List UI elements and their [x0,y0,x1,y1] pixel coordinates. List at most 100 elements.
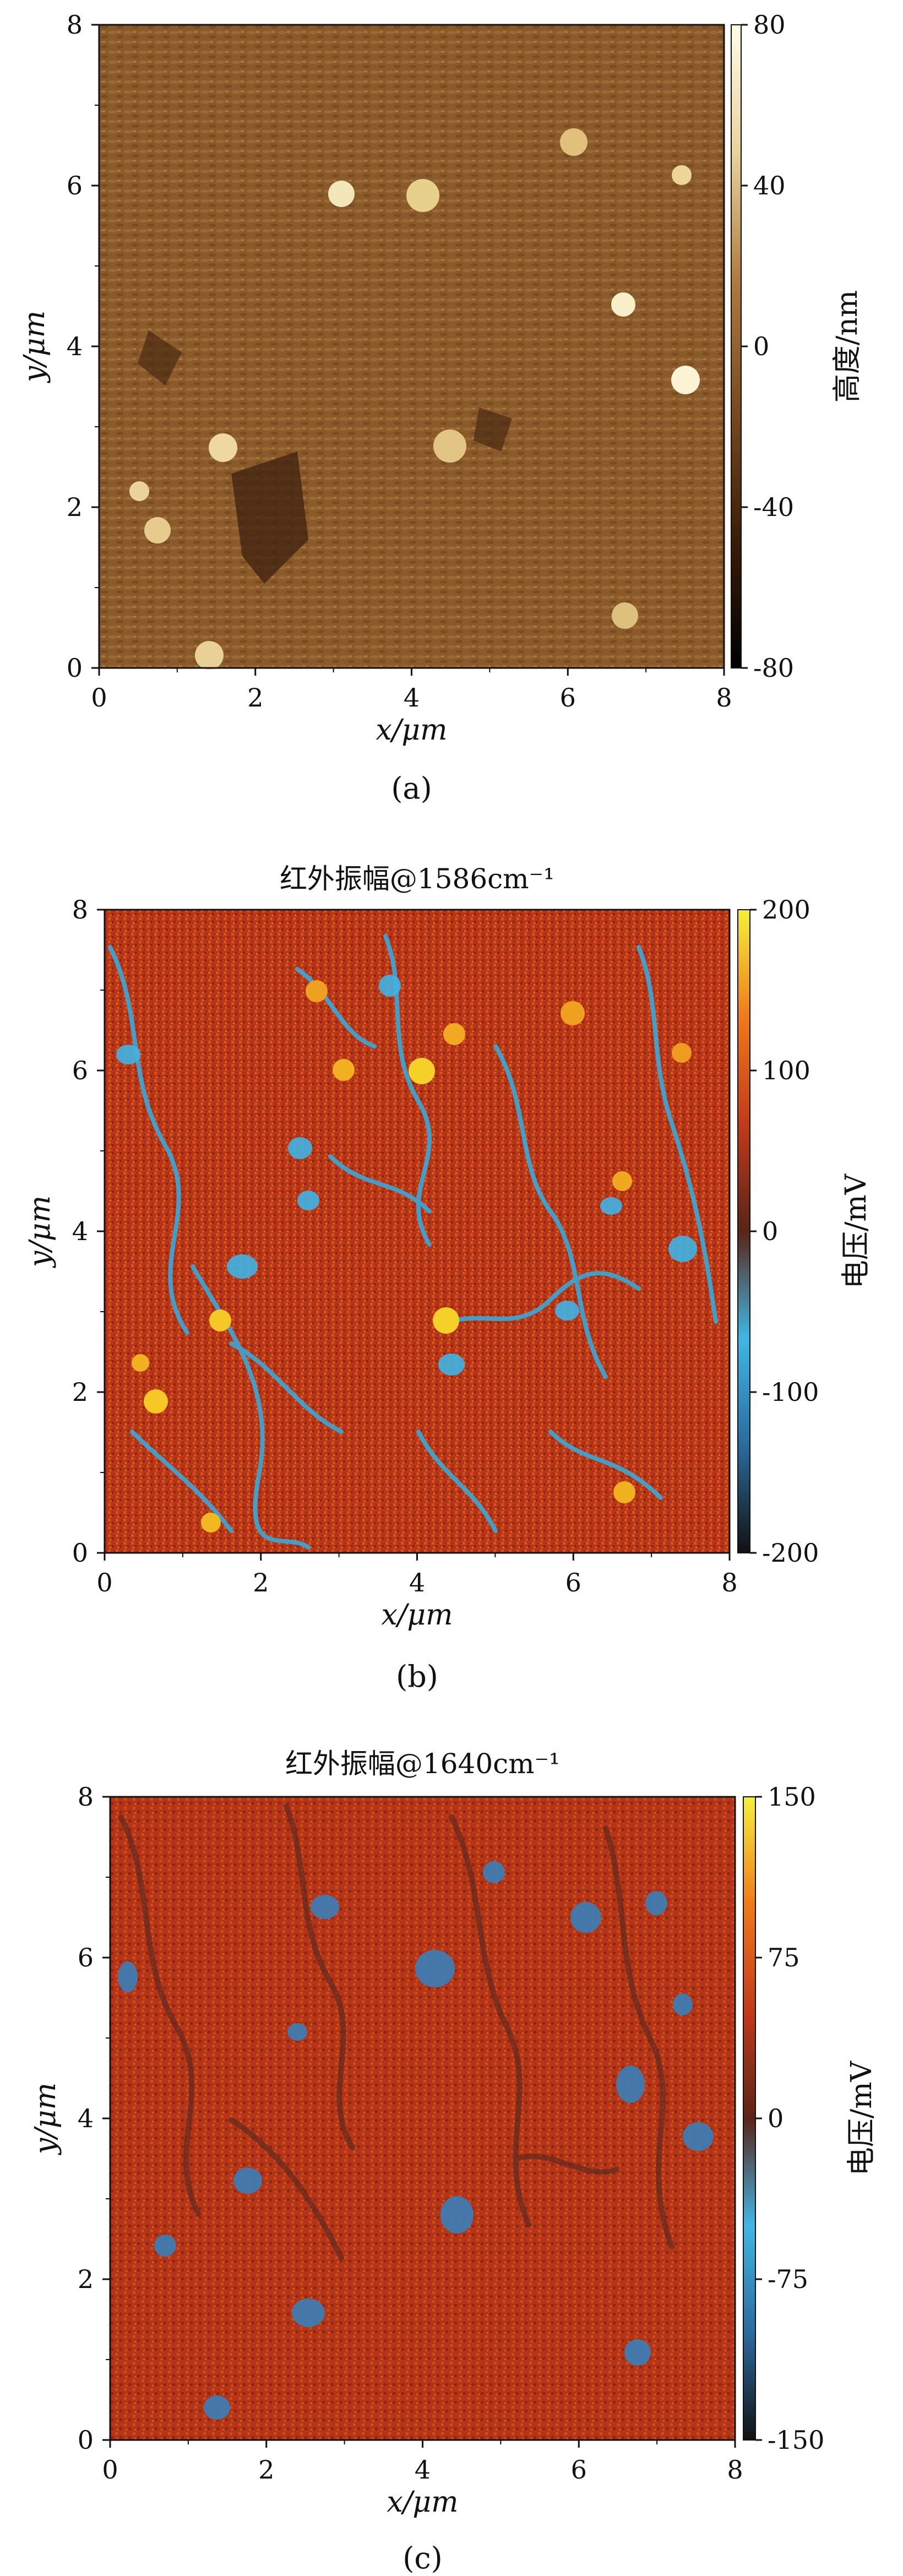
hot-spot [561,1001,585,1025]
colorbar-tick-label: -80 [753,653,794,683]
x-tick-label: 8 [721,1568,737,1597]
colorbar-tick-label: -75 [768,2264,808,2294]
hot-spot [201,1513,221,1532]
bright-particle [195,641,224,670]
x-tick-label: 6 [565,1568,581,1597]
y-tick-label: 2 [78,2264,94,2294]
blue-domain [311,1895,339,1919]
hot-spot [672,1043,692,1063]
x-tick-label: 8 [716,683,732,713]
heatmap-image-c [110,1797,735,2440]
blue-domain [292,2298,325,2327]
y-tick-label: 4 [67,331,83,361]
bright-particle [671,366,700,394]
y-axis-title: y/μm [29,2083,62,2155]
x-axis-title: x/μm [382,1599,453,1632]
x-tick-label: 6 [571,2455,587,2485]
colorbar [743,1796,756,2441]
x-tick-label: 2 [258,2455,274,2485]
blue-domain [616,2066,645,2103]
x-tick-label: 4 [404,683,420,713]
panel-caption: (b) [396,1659,438,1694]
x-tick-label: 0 [96,1568,112,1597]
x-tick-label: 0 [91,683,107,713]
y-axis-title: y/μm [24,1195,57,1268]
colorbar-label: 电压/mV [845,2060,878,2176]
colorbar-tick-label: -100 [762,1377,819,1407]
hot-spot [209,1309,231,1332]
panel-caption: (c) [402,2541,442,2575]
x-tick-label: 8 [727,2455,743,2485]
blue-domain [233,2167,262,2194]
x-axis-title: x/μm [387,2486,459,2519]
blue-domain [483,1861,505,1883]
bright-particle [612,602,638,629]
x-tick-label: 4 [415,2455,431,2485]
blue-domain [440,2196,474,2233]
blue-domain [287,2023,307,2041]
panel-title: 红外振幅@1640cm⁻¹ [285,1748,560,1780]
y-tick-label: 8 [78,1782,94,1812]
colorbar-tick-label: 75 [768,1943,800,1972]
x-tick-label: 2 [253,1568,269,1597]
x-tick-label: 2 [247,683,263,713]
bright-particle [328,181,355,207]
colorbar-tick-label: 200 [762,895,810,925]
bright-particle [129,481,149,501]
bright-particle [611,292,635,317]
x-tick-label: 0 [102,2455,118,2485]
blue-domain [570,1902,601,1933]
blue-domain [673,1993,693,2015]
hot-spot [443,1023,465,1045]
x-axis-title: x/μm [376,714,448,747]
blue-domain [204,2395,230,2420]
colorbar [731,24,742,669]
blue-domain [154,2235,176,2257]
panel-b: 红外振幅@1586cm⁻¹ 0 2 4 6 8 0 2 4 6 8 x/μm y/μm 200 100 0 -1… [24,863,873,1694]
blue-domain [645,1891,667,1915]
y-tick-label: 6 [67,171,83,200]
axes-c: 红外振幅@1640cm⁻¹ 0 2 4 6 8 0 2 4 6 8 x/μm y/μm 150 75 0 -75… [29,1748,878,2575]
y-tick-label: 8 [72,895,88,925]
hot-spot [612,1171,632,1191]
y-tick-label: 4 [78,2104,94,2133]
y-tick-label: 2 [72,1377,88,1407]
bright-particle [144,517,171,544]
hot-spot [144,1389,168,1414]
colorbar-tick-label: 150 [768,1782,816,1812]
y-tick-label: 2 [67,492,83,522]
y-axis-title: y/μm [18,311,51,383]
y-tick-label: 0 [78,2425,94,2455]
blue-domain [683,2122,714,2151]
panel-caption: (a) [391,771,432,806]
panel-c: 红外振幅@1640cm⁻¹ 0 2 4 6 8 0 2 4 6 8 x/μm y/μm 150 75 0 -75… [29,1748,878,2575]
heatmap-image-a [99,25,724,670]
bright-particle [209,433,237,462]
hot-spot [306,980,328,1002]
hot-spot [132,1354,149,1372]
panel-title: 红外振幅@1586cm⁻¹ [280,863,554,895]
colorbar-tick-label: 100 [762,1056,810,1085]
colorbar-tick-label: 0 [762,1216,778,1246]
bright-particle [433,430,466,463]
colorbar-label: 电压/mV [840,1173,873,1289]
colorbar-tick-label: -150 [768,2425,824,2455]
heatmap-image-b [105,910,730,1553]
colorbar-tick-label: 80 [753,10,786,40]
colorbar-label: 高度/nm [831,290,864,403]
blue-domain [624,2339,651,2366]
blue-domain [415,1950,455,1987]
colorbar-tick-label: 40 [753,171,786,200]
colorbar [737,909,750,1553]
y-tick-label: 6 [78,1943,94,1972]
bright-particle [672,165,692,185]
y-tick-label: 4 [72,1216,88,1246]
axes-b: 红外振幅@1586cm⁻¹ 0 2 4 6 8 0 2 4 6 8 x/μm y/μm 200 100 0 -1… [24,863,873,1694]
x-tick-label: 4 [409,1568,425,1597]
colorbar-tick-label: 0 [768,2104,784,2133]
colorbar-tick-label: -200 [762,1538,819,1568]
y-tick-label: 0 [72,1538,88,1568]
